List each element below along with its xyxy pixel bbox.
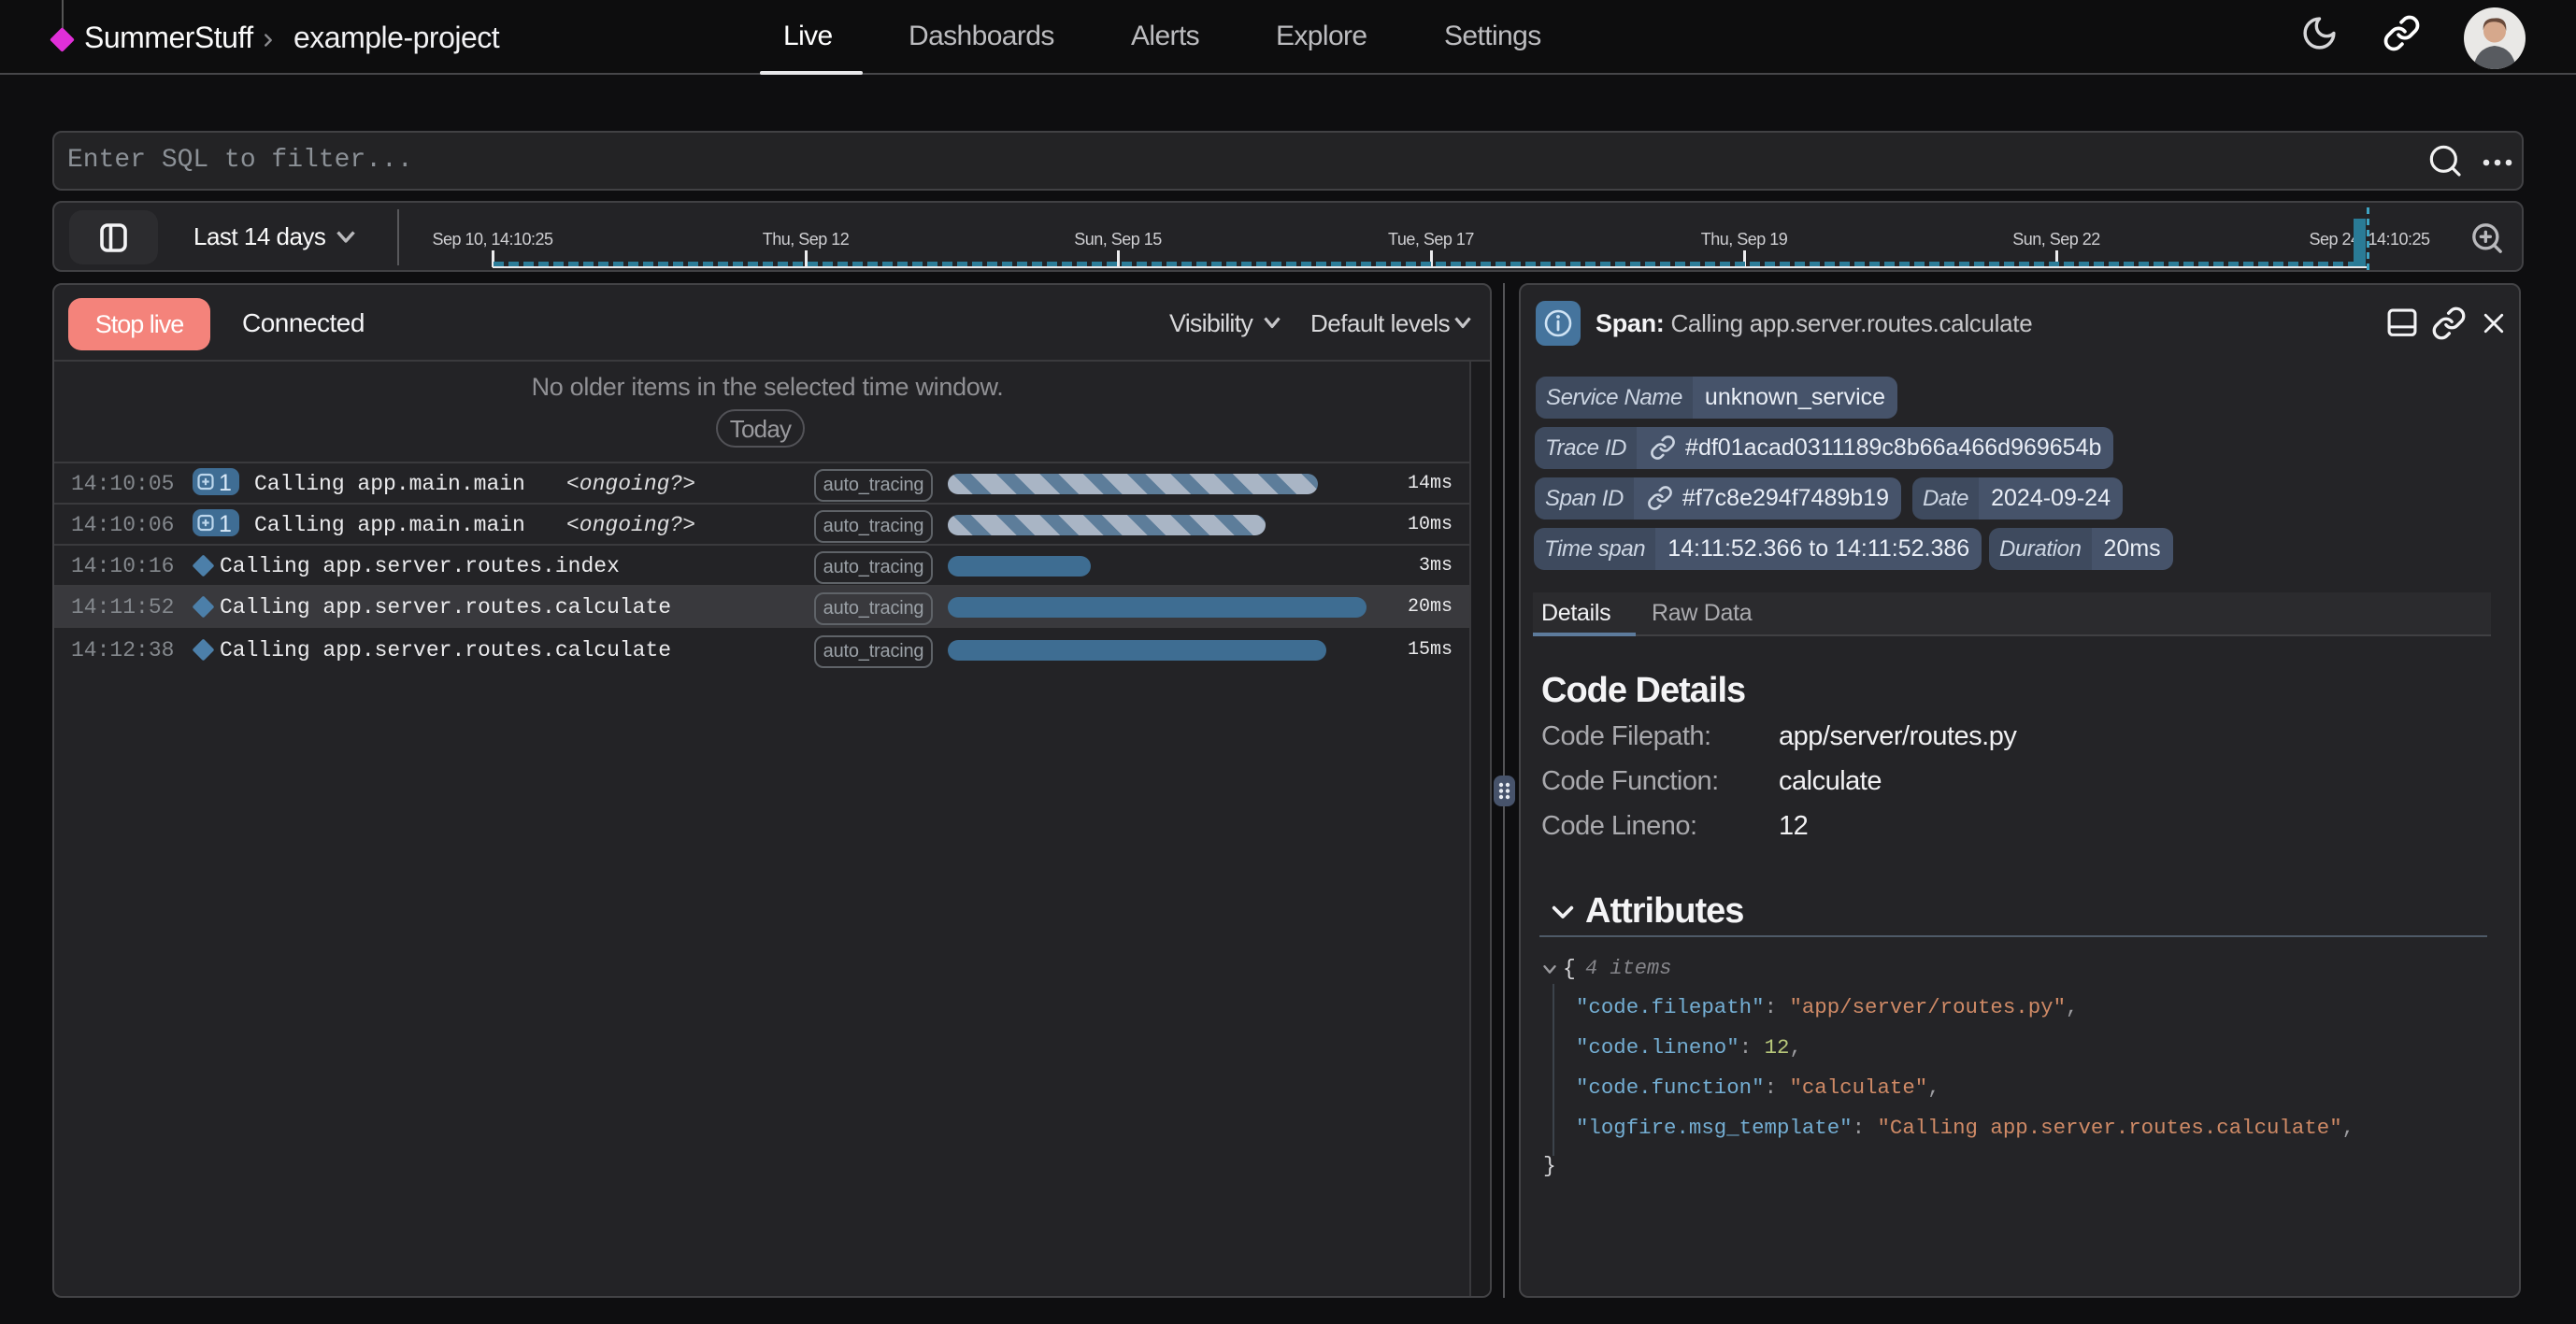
svg-text:1: 1: [219, 511, 232, 536]
svg-text:1: 1: [219, 470, 232, 495]
